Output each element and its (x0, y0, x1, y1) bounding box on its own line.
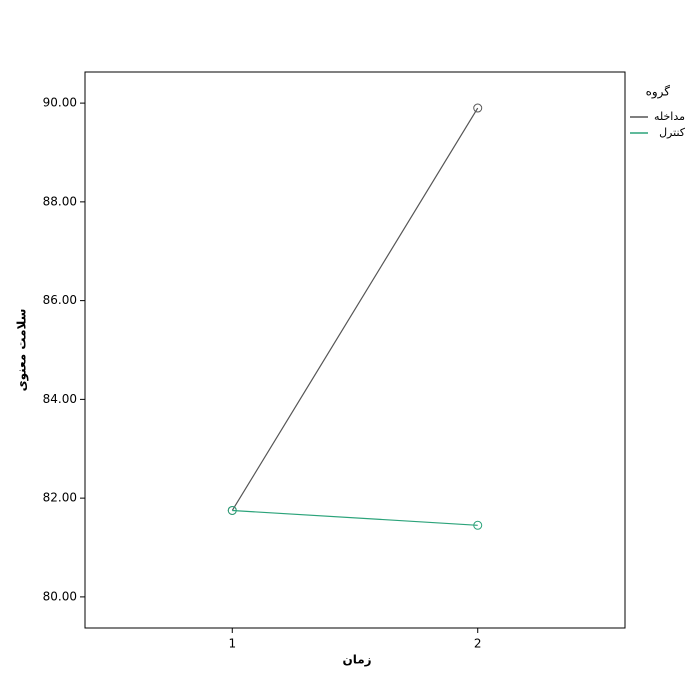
series-line (232, 510, 477, 525)
y-tick-label: 82.00 (43, 491, 77, 505)
x-axis-label: زمان (342, 653, 371, 667)
y-tick-label: 90.00 (43, 96, 77, 110)
y-tick-label: 84.00 (43, 392, 77, 406)
chart: زمان سلامت معنوی گروه 80.00 82.00 84.00 86.… (0, 0, 687, 688)
y-tick-label: 80.00 (43, 589, 77, 603)
series-line (232, 108, 477, 510)
legend-title: گروه (646, 85, 671, 100)
legend-label: مداخله (654, 110, 685, 123)
x-tick-label: 1 (228, 637, 236, 651)
plot-frame (85, 72, 625, 628)
x-tick-label: 2 (474, 637, 482, 651)
y-axis-label: سلامت معنوی (15, 309, 30, 392)
y-tick-label: 88.00 (43, 194, 77, 208)
y-tick-label: 86.00 (43, 293, 77, 307)
legend-label: کنترل (659, 126, 686, 139)
